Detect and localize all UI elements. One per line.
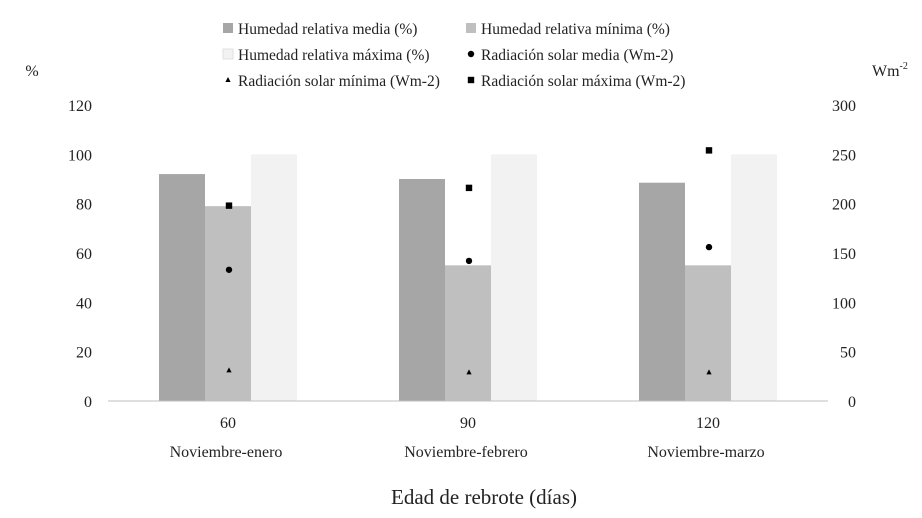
bar xyxy=(639,182,685,401)
legend: Humedad relativa media (%) Humedad relati… xyxy=(222,21,685,90)
x-tick-label: 90 xyxy=(460,415,476,432)
x-axis: 60 Noviembre-enero 90 Noviembre-febrero 120 N… xyxy=(170,415,765,461)
legend-marker xyxy=(467,50,475,58)
y-right-tick-label: 50 xyxy=(840,345,856,362)
legend-item: Radiación solar media (Wm-2) xyxy=(467,47,673,64)
point xyxy=(225,202,233,209)
y-right-tick-label: 250 xyxy=(832,147,856,164)
bar xyxy=(251,154,297,401)
point xyxy=(706,369,712,375)
y-right-tick-label: 200 xyxy=(832,197,856,214)
bar xyxy=(205,206,251,401)
point xyxy=(705,243,713,251)
legend-label: Radiación solar mínima (Wm-2) xyxy=(238,73,440,90)
bar xyxy=(491,154,537,401)
bar xyxy=(445,265,491,401)
y-left-tick-label: 0 xyxy=(84,394,92,411)
y-left-tick-label: 20 xyxy=(76,345,92,362)
bar xyxy=(159,174,205,401)
legend-item: Humedad relativa máxima (%) xyxy=(222,47,430,64)
point xyxy=(705,147,713,154)
point xyxy=(225,266,233,273)
legend-swatch xyxy=(223,23,233,33)
y-axis-left-title: % xyxy=(25,63,38,80)
y-axis-right: 0 50 100 150 200 250 300 xyxy=(832,98,856,411)
legend-marker xyxy=(467,76,475,84)
bar xyxy=(731,154,777,401)
x-tick-label: 60 xyxy=(220,415,236,432)
legend-label: Humedad relativa mínima (%) xyxy=(481,21,670,38)
y-axis-right-title-base: Wm xyxy=(872,63,900,80)
legend-item: Radiación solar mínima (Wm-2) xyxy=(225,73,440,90)
point xyxy=(226,367,232,373)
legend-item: Radiación solar máxima (Wm-2) xyxy=(467,73,685,90)
legend-label: Humedad relativa media (%) xyxy=(238,21,417,38)
x-tick-label: 120 xyxy=(696,415,720,432)
legend-item: Humedad relativa mínima (%) xyxy=(466,21,670,38)
legend-item: Humedad relativa media (%) xyxy=(223,21,417,38)
x-category-sublabel: Noviembre-marzo xyxy=(647,444,764,461)
point xyxy=(466,369,472,375)
bars xyxy=(159,154,777,401)
y-left-tick-label: 40 xyxy=(76,295,92,312)
x-axis-title: Edad de rebrote (días) xyxy=(391,485,577,509)
bar xyxy=(685,265,731,401)
y-right-tick-label: 300 xyxy=(832,98,856,115)
y-right-tick-label: 150 xyxy=(832,246,856,263)
legend-label: Radiación solar media (Wm-2) xyxy=(481,47,673,64)
y-left-tick-label: 120 xyxy=(68,98,92,115)
y-left-tick-label: 60 xyxy=(76,246,92,263)
legend-label: Humedad relativa máxima (%) xyxy=(238,47,430,64)
y-axis-left: 0 20 40 60 80 100 120 xyxy=(68,98,92,411)
legend-label: Radiación solar máxima (Wm-2) xyxy=(481,73,685,90)
y-axis-right-title: Wm-2 xyxy=(872,61,908,80)
y-left-tick-label: 100 xyxy=(68,147,92,164)
legend-swatch xyxy=(466,23,476,33)
point xyxy=(465,257,473,265)
points xyxy=(225,147,713,375)
x-category-sublabel: Noviembre-enero xyxy=(170,444,283,461)
y-left-tick-label: 80 xyxy=(76,197,92,214)
y-right-tick-label: 100 xyxy=(832,295,856,312)
x-category-sublabel: Noviembre-febrero xyxy=(404,444,528,461)
bar xyxy=(399,179,445,401)
y-right-tick-label: 0 xyxy=(848,394,856,411)
legend-swatch xyxy=(222,48,234,60)
legend-marker xyxy=(225,77,231,82)
point xyxy=(465,184,473,192)
y-axis-right-title-superscript: -2 xyxy=(900,61,908,72)
